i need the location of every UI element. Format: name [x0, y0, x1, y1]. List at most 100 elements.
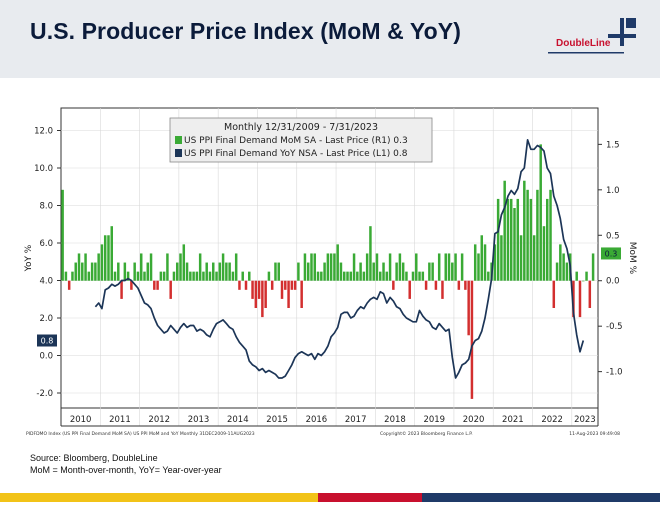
- mom-bar: [408, 280, 411, 299]
- mom-bar: [189, 271, 192, 281]
- mom-bar: [192, 271, 195, 281]
- mom-bar: [306, 262, 310, 281]
- mom-bar: [546, 198, 549, 281]
- mom-bar: [526, 189, 529, 281]
- mom-bar: [107, 235, 110, 281]
- mom-bar: [74, 262, 77, 281]
- mom-bar: [97, 253, 100, 281]
- mom-bar: [221, 253, 225, 281]
- mom-bar: [313, 253, 317, 281]
- legend-box: [169, 117, 433, 163]
- right-tick-label: -0.5: [606, 322, 623, 332]
- x-year-label: 2023: [574, 415, 596, 425]
- mom-bar: [300, 280, 303, 308]
- mom-bar: [274, 262, 277, 281]
- mom-bar: [460, 253, 464, 281]
- mom-bar: [87, 271, 91, 281]
- mom-bar: [172, 271, 176, 281]
- mom-bar: [159, 271, 163, 281]
- mom-bar: [415, 253, 418, 281]
- mom-bar: [244, 280, 248, 290]
- right-tick-label: 0.5: [606, 231, 620, 241]
- mom-bar: [277, 262, 280, 281]
- mom-bar: [509, 198, 513, 281]
- left-tick-label: 4.0: [39, 277, 53, 287]
- chart-note-left: PIDFDMO Index (US PPI Final Demand MoM S…: [26, 431, 255, 437]
- doubleline-logo: DoubleLine: [548, 18, 638, 58]
- mom-bar: [591, 253, 595, 281]
- mom-bar: [411, 271, 415, 281]
- mom-bar: [375, 253, 379, 281]
- mom-bar: [359, 262, 362, 281]
- mom-bar: [136, 271, 140, 281]
- right-axis-title: MoM %: [627, 242, 637, 275]
- mom-bar: [401, 262, 405, 281]
- mom-bar: [120, 280, 123, 299]
- mom-bar: [369, 226, 372, 281]
- legend-swatch: [175, 136, 182, 144]
- mom-bar: [303, 253, 307, 281]
- mom-bar: [77, 253, 81, 281]
- right-last-value-badge: [601, 247, 621, 260]
- mom-bar: [457, 280, 461, 290]
- mom-bar: [231, 271, 235, 281]
- mom-bar: [441, 280, 444, 299]
- mom-bar: [398, 253, 402, 281]
- mom-bar: [523, 180, 526, 281]
- mom-bar: [418, 271, 421, 281]
- stripe-navy: [422, 493, 660, 502]
- mom-bar: [238, 280, 241, 290]
- mom-bar: [555, 262, 559, 281]
- mom-bar: [179, 253, 182, 281]
- mom-bar: [428, 262, 431, 281]
- stripe-yellow: [0, 493, 318, 502]
- mom-bar: [424, 280, 428, 290]
- mom-bar: [195, 271, 199, 281]
- left-tick-label: -2.0: [36, 389, 53, 399]
- mom-bar: [405, 271, 408, 281]
- mom-bar: [336, 244, 339, 281]
- legend-entry: US PPI Final Demand YoY NSA - Last Price…: [184, 149, 408, 159]
- logo-mark-icon: [548, 18, 636, 54]
- mom-bar: [100, 244, 104, 281]
- mom-bar: [126, 271, 130, 281]
- mom-bar: [280, 280, 284, 299]
- mom-bar: [257, 280, 261, 299]
- x-year-label: 2018: [384, 415, 406, 425]
- mom-bar: [349, 271, 353, 281]
- mom-bar: [81, 262, 84, 281]
- right-tick-label: 1.0: [606, 186, 620, 196]
- mom-bar: [513, 208, 516, 281]
- mom-bar: [113, 271, 117, 281]
- mom-bar: [352, 253, 356, 281]
- mom-bar: [326, 253, 330, 281]
- right-last-value: 0.3: [605, 249, 618, 258]
- mom-bar: [153, 280, 156, 290]
- mom-bar: [372, 262, 375, 281]
- mom-bar: [451, 262, 454, 281]
- mom-bar: [270, 280, 274, 290]
- mom-bar: [90, 262, 94, 281]
- mom-bar: [382, 262, 385, 281]
- mom-bar: [264, 280, 267, 308]
- mom-bar: [267, 271, 271, 281]
- mom-bar: [261, 280, 264, 318]
- mom-bar: [487, 271, 490, 281]
- left-tick-label: 0.0: [39, 352, 53, 362]
- ppi-chart: 12.0 10.0 8.0 6.0 4.0 2.0 0.0 -2.0 1.5 1.0 0.5 0.0 -…: [24, 107, 637, 437]
- header-banner: U.S. Producer Price Index (MoM & YoY) Do…: [0, 0, 660, 78]
- mom-bar: [385, 271, 389, 281]
- mom-bar: [205, 262, 208, 281]
- mom-bar: [506, 198, 510, 281]
- mom-bar: [496, 198, 500, 281]
- mom-bar: [467, 280, 470, 336]
- mom-bar: [356, 271, 359, 281]
- mom-bar: [585, 271, 588, 281]
- mom-bar: [310, 253, 313, 281]
- mom-bar: [473, 244, 477, 281]
- mom-bar: [241, 271, 244, 281]
- mom-bar: [434, 280, 438, 290]
- mom-bar: [562, 253, 565, 281]
- mom-bar: [572, 280, 575, 318]
- mom-bar: [71, 271, 74, 281]
